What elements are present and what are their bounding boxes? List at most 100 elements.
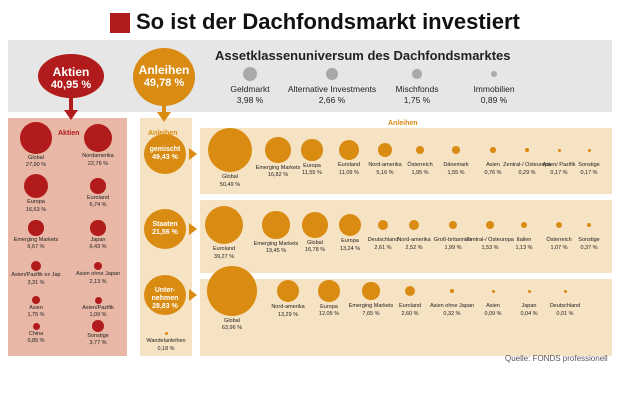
aktien-label-emerging-markets: Emerging Markets 6,67 % (14, 237, 59, 252)
aktien-label-asien-pazifik-ex-jap-name: Asien/Pazifik ex Jap (11, 272, 61, 279)
anleihen-gemischt-label-emerging-markets-name: Emerging Markets (255, 164, 301, 171)
anleihen-gemischt-label-emerging-markets-value: 16,82 % (267, 172, 289, 179)
anleihen-staaten-label-euroland: Euroland 39,27 % (213, 246, 235, 261)
anleihen-staaten-label-groß-britannien-value: 1,99 % (444, 244, 462, 251)
wandelanleihen-label-name: Wandelanleihen (146, 338, 186, 344)
anleihen-unter-nehmen-label-nord-amerika: Nord-amerika 13,29 % (271, 304, 304, 319)
aktien-bubble-asien-pazifik-ex-jap (30, 260, 42, 272)
subgroup-unter-nehmen-value: 28,83 % (152, 303, 178, 310)
subgroup-gemischt-value: 49,43 % (152, 154, 178, 161)
aktien-bubble-euroland (90, 178, 106, 194)
aktien-bubble-emerging-markets (28, 220, 44, 236)
universe-label-immobilien-value: 0,89 % (480, 94, 508, 105)
universe-label-geldmarkt-value: 3,98 % (236, 94, 264, 105)
anleihen-unter-nehmen-bubble-euroland (405, 286, 415, 296)
aktien-label-asien-pazifik-name: Asien/Pazifik (82, 304, 114, 311)
universe-bubble-immobilien (490, 70, 498, 78)
aktien-label-japan-value: 6,43 % (89, 244, 107, 251)
aktien-label-nordamerika-name: Nordamerika (82, 153, 114, 160)
anleihen-staaten-bubble-euroland (204, 205, 244, 245)
wandelanleihen-bubble (164, 331, 168, 335)
anleihen-unter-nehmen-label-asien: Asien 0,09 % (484, 303, 501, 318)
anleihen-unter-nehmen-label-nord-amerika-value: 13,29 % (277, 311, 299, 318)
anleihen-staaten-label-sonstige: Sonstige 0,37 % (578, 237, 599, 252)
anleihen-staaten-label-euroland-value: 39,27 % (213, 253, 235, 260)
subgroup-gemischt-name: gemischt (149, 146, 181, 153)
anleihen-staaten-bubble-europa (338, 213, 362, 237)
aktien-label-china-value: 0,85 % (27, 338, 45, 344)
anleihen-unter-nehmen-label-global-name: Global (224, 317, 240, 324)
anleihen-staaten-label-nord-amerika-value: 2,52 % (405, 244, 423, 251)
anleihen-staaten-bubble-deutschland (377, 219, 388, 230)
anleihen-gemischt-label-asien-pazifik: Asien/ Pazifik 0,17 % (542, 162, 575, 177)
anleihen-staaten-label-global-name: Global (307, 239, 323, 246)
anleihen-staaten-label-italien: Italien 1,13 % (515, 237, 532, 252)
anleihen-staaten-bubble-zentral-osteuropa (486, 221, 494, 229)
aktien-label-china-name: China (28, 330, 44, 337)
anleihen-gemischt-label-asien-pazifik-name: Asien/ Pazifik (542, 162, 576, 168)
universe-label-geldmarkt-name: Geldmarkt (230, 84, 270, 94)
aktien-label-sonstige-name: Sonstige (87, 332, 109, 339)
anleihen-gemischt-label-dänemark: Dänemark 1,55 % (443, 162, 468, 177)
universe-label-mischfonds-value: 1,75 % (403, 94, 431, 105)
wandelanleihen-label-value: 0,18 % (157, 345, 175, 352)
anleihen-main-circle: Anleihen 49,78 % (133, 48, 195, 106)
universe-bubble-geldmarkt (242, 66, 258, 82)
aktien-main-circle: Aktien 40,95 % (38, 54, 104, 98)
anleihen-left-header: Anleihen (148, 130, 178, 137)
aktien-bubble-sonstige (92, 320, 104, 332)
aktien-label-asien-pazifik-ex-jap-value: 3,31 % (27, 279, 45, 286)
anleihen-unter-nehmen-label-euroland: Euroland 2,60 % (399, 303, 421, 318)
aktien-bubble-china (32, 322, 40, 330)
anleihen-staaten-label-groß-britannien: Groß-britannien 1,99 % (434, 237, 473, 252)
anleihen-unter-nehmen-label-europa-value: 12,05 % (318, 311, 340, 318)
subgroup-staaten: Staaten 21,56 % (144, 209, 186, 249)
anleihen-staaten-bubble-sonstige (587, 223, 591, 227)
page-title: So ist der Dachfondsmarkt investiert (136, 9, 520, 34)
aktien-label-global-name: Global (28, 154, 44, 161)
anleihen-gemischt-label-euroland: Euroland 11,09 % (338, 162, 360, 177)
aktien-label-china: China 0,85 % (27, 331, 44, 346)
anleihen-gemischt-label-zentral-osteuropa: Zentral-/ Osteuropa 0,29 % (503, 162, 551, 177)
anleihen-gemischt-label-euroland-name: Euroland (337, 162, 361, 169)
anleihen-staaten-bubble-österreich (555, 221, 563, 229)
anleihen-staaten-label-europa: Europa 13,24 % (340, 238, 360, 253)
aktien-label-euroland: Euroland 6,74 % (87, 195, 109, 210)
universe-label-alternative-investments-value: 2,66 % (318, 94, 346, 105)
anleihen-staaten-label-nord-amerika: Nord-amerika 2,52 % (397, 237, 430, 252)
aktien-label-europa-value: 16,63 % (25, 206, 47, 213)
anleihen-staaten-label-emerging-markets-value: 19,45 % (265, 248, 287, 255)
universe-label-alternative-investments-name: Alternative Investments (287, 84, 377, 94)
anleihen-staaten-label-deutschland: Deutschland 2,61 % (368, 237, 399, 252)
anleihen-unter-nehmen-label-asien-ohne-japan-value: 0,32 % (443, 310, 461, 317)
anleihen-gemischt-label-asien: Asien 0,76 % (484, 162, 501, 177)
anleihen-gemischt-label-global: Global 50,49 % (220, 174, 240, 189)
anleihen-staaten-label-deutschland-name: Deutschland (367, 237, 399, 243)
aktien-label-asien-pazifik-ex-jap: Asien/Pazifik ex Jap 3,31 % (11, 272, 60, 287)
anleihen-staaten-label-europa-value: 13,24 % (339, 245, 361, 252)
wandelanleihen-label: Wandelanleihen 0,18 % (146, 338, 185, 353)
subgroup-staaten-name: Staaten (152, 221, 178, 228)
anleihen-staaten-label-zentral-osteuropa-value: 1,53 % (481, 244, 499, 251)
anleihen-unter-nehmen-bubble-europa (318, 280, 340, 302)
anleihen-unter-nehmen-label-nord-amerika-name: Nord-amerika (271, 304, 305, 311)
aktien-label-asien-name: Asien (29, 304, 43, 311)
anleihen-unter-nehmen-label-emerging-markets-value: 7,65 % (362, 310, 380, 317)
aktien-bubble-nordamerika (83, 123, 113, 153)
anleihen-staaten-label-italien-name: Italien (516, 237, 532, 243)
anleihen-main-label: Anleihen (138, 63, 190, 77)
anleihen-gemischt-label-europa-name: Europa (303, 162, 321, 169)
anleihen-staaten-label-nord-amerika-name: Nord-amerika (397, 237, 431, 243)
anleihen-gemischt-label-asien-value: 0,76 % (484, 169, 502, 176)
aktien-label-emerging-markets-value: 6,67 % (27, 244, 45, 251)
anleihen-gemischt-bubble-emerging-markets (265, 137, 291, 163)
anleihen-staaten-label-italien-value: 1,13 % (515, 244, 533, 251)
universe-label-mischfonds: Mischfonds 1,75 % (396, 84, 439, 105)
anleihen-gemischt-label-global-name: Global (222, 174, 238, 181)
anleihen-row-header: Anleihen (388, 120, 418, 127)
anleihen-unter-nehmen-label-euroland-value: 2,60 % (401, 310, 419, 317)
anleihen-gemischt-label-dänemark-value: 1,55 % (447, 169, 465, 176)
anleihen-gemischt-bubble-europa (301, 139, 323, 161)
aktien-label-global-value: 27,90 % (25, 162, 47, 169)
anleihen-gemischt-label-global-value: 50,49 % (219, 181, 241, 188)
